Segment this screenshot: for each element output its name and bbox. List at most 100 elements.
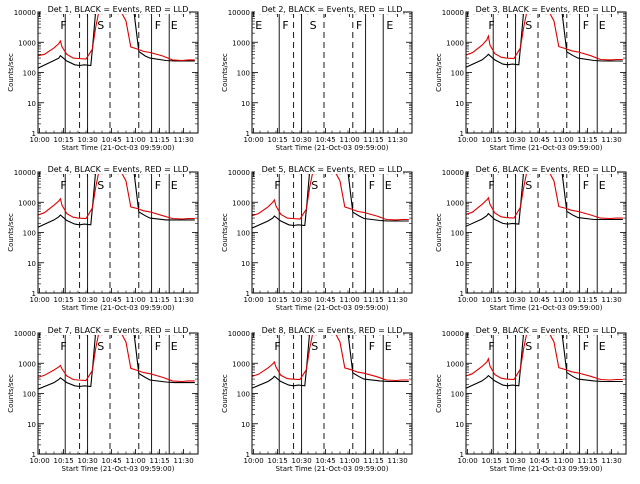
x-axis-title: Start Time (21-Oct-03 09:59:00) xyxy=(62,144,175,152)
segment-label: E xyxy=(386,19,393,32)
y-tick-label: 100 xyxy=(451,391,464,399)
x-tick-label: 11:30 xyxy=(174,136,194,144)
y-tick-label: 10000 xyxy=(14,330,36,338)
series-events-line xyxy=(466,172,623,227)
y-tick-label: 10 xyxy=(241,421,250,429)
plot-title: Det 8, BLACK = Events, RED = LLD xyxy=(262,326,403,335)
segment-label: F xyxy=(60,19,66,32)
x-tick-label: 10:45 xyxy=(316,457,336,465)
segment-label: F xyxy=(583,19,589,32)
x-tick-label: 10:30 xyxy=(292,136,312,144)
x-tick-label: 10:15 xyxy=(54,457,74,465)
x-axis-title: Start Time (21-Oct-03 09:59:00) xyxy=(62,465,175,473)
detector-panel-2: 1 10 100 1000 10000 10:00 10:15 10:30 10:45 11:00… xyxy=(221,4,413,152)
y-axis-title: Counts/sec xyxy=(221,53,229,92)
y-tick-label: 100 xyxy=(237,230,250,238)
x-tick-label: 11:00 xyxy=(126,136,146,144)
y-axis-title: Counts/sec xyxy=(7,53,15,92)
series-lld-line xyxy=(38,333,195,383)
segment-label: S xyxy=(525,340,532,353)
y-tick-label: 100 xyxy=(23,391,36,399)
y-tick-label: 1000 xyxy=(446,39,464,47)
y-tick-label: 10000 xyxy=(228,9,250,17)
y-tick-label: 100 xyxy=(451,70,464,78)
x-tick-label: 11:15 xyxy=(578,296,598,304)
detector-panel-4: 1 10 100 1000 10000 10:00 10:15 10:30 10:45 11:00… xyxy=(7,164,199,312)
plot-title: Det 6, BLACK = Events, RED = LLD xyxy=(476,165,617,174)
series-events-line xyxy=(466,12,623,68)
y-tick-label: 10 xyxy=(27,421,36,429)
segment-label: S xyxy=(311,340,318,353)
y-tick-label: 10000 xyxy=(14,169,36,177)
y-tick-label: 10000 xyxy=(228,330,250,338)
series-lld-line xyxy=(466,333,623,381)
y-tick-label: 10 xyxy=(455,100,464,108)
x-axis-title: Start Time (21-Oct-03 09:59:00) xyxy=(276,465,389,473)
x-axis-title: Start Time (21-Oct-03 09:59:00) xyxy=(490,144,603,152)
y-tick-label: 10 xyxy=(241,100,250,108)
y-tick-label: 100 xyxy=(23,230,36,238)
y-tick-label: 10 xyxy=(455,421,464,429)
y-tick-label: 1 xyxy=(460,290,464,298)
y-axis-title: Counts/sec xyxy=(221,213,229,252)
y-tick-label: 10000 xyxy=(442,9,464,17)
x-tick-label: 10:30 xyxy=(506,296,526,304)
plot-title: Det 4, BLACK = Events, RED = LLD xyxy=(48,165,189,174)
segment-label: F xyxy=(60,179,66,192)
x-tick-label: 10:00 xyxy=(458,136,478,144)
x-axis-title: Start Time (21-Oct-03 09:59:00) xyxy=(490,304,603,312)
segment-label: E xyxy=(599,19,606,32)
segment-label: F xyxy=(583,179,589,192)
y-tick-label: 1000 xyxy=(18,199,36,207)
x-tick-label: 11:15 xyxy=(150,457,170,465)
x-tick-label: 10:45 xyxy=(530,457,550,465)
segment-label: E xyxy=(171,340,178,353)
y-tick-label: 100 xyxy=(451,230,464,238)
x-tick-label: 11:15 xyxy=(364,136,384,144)
y-tick-label: 1000 xyxy=(232,39,250,47)
x-tick-label: 10:15 xyxy=(54,296,74,304)
title-background xyxy=(469,164,617,174)
segment-label: E xyxy=(255,19,262,32)
title-background xyxy=(255,325,403,335)
x-tick-label: 10:00 xyxy=(30,136,50,144)
x-tick-label: 10:00 xyxy=(244,296,264,304)
x-tick-label: 10:45 xyxy=(530,136,550,144)
plot-title: Det 5, BLACK = Events, RED = LLD xyxy=(262,165,403,174)
y-tick-label: 1 xyxy=(460,130,464,138)
y-tick-label: 10000 xyxy=(442,169,464,177)
x-tick-label: 10:15 xyxy=(482,136,502,144)
segment-label: F xyxy=(583,340,589,353)
title-background xyxy=(469,325,617,335)
segment-label: F xyxy=(274,179,280,192)
x-tick-label: 11:00 xyxy=(554,296,574,304)
series-lld-line xyxy=(252,172,409,221)
x-tick-label: 11:15 xyxy=(150,296,170,304)
y-tick-label: 10000 xyxy=(442,330,464,338)
title-background xyxy=(41,4,189,14)
segment-label: S xyxy=(311,179,318,192)
plot-title: Det 9, BLACK = Events, RED = LLD xyxy=(476,326,617,335)
plot-title: Det 2, BLACK = Events, RED = LLD xyxy=(262,5,403,14)
x-tick-label: 10:30 xyxy=(506,457,526,465)
x-tick-label: 11:30 xyxy=(602,457,622,465)
title-background xyxy=(41,325,189,335)
y-tick-label: 10000 xyxy=(14,9,36,17)
x-tick-label: 10:15 xyxy=(268,136,288,144)
x-tick-label: 10:15 xyxy=(482,457,502,465)
y-tick-label: 1 xyxy=(246,290,250,298)
x-axis-title: Start Time (21-Oct-03 09:59:00) xyxy=(62,304,175,312)
x-tick-label: 11:00 xyxy=(126,296,146,304)
segment-label: F xyxy=(369,340,375,353)
x-tick-label: 10:15 xyxy=(54,136,74,144)
y-axis-title: Counts/sec xyxy=(221,374,229,413)
segment-label: F xyxy=(60,340,66,353)
y-axis-title: Counts/sec xyxy=(435,374,443,413)
y-tick-label: 10 xyxy=(27,100,36,108)
x-axis-title: Start Time (21-Oct-03 09:59:00) xyxy=(490,465,603,473)
detector-panel-7: 1 10 100 1000 10000 10:00 10:15 10:30 10:45 11:00… xyxy=(7,325,199,473)
y-tick-label: 10 xyxy=(241,260,250,268)
plot-title: Det 7, BLACK = Events, RED = LLD xyxy=(48,326,189,335)
x-tick-label: 11:15 xyxy=(364,296,384,304)
segment-label: S xyxy=(97,340,104,353)
